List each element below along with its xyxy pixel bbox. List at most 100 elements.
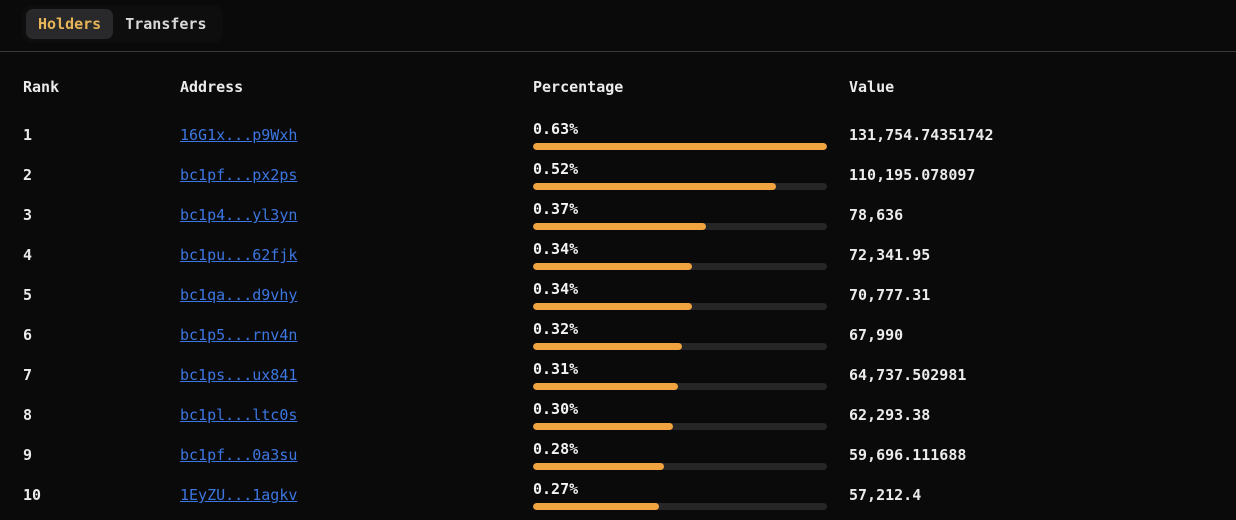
tab-bar: Holders Transfers <box>22 5 223 43</box>
holders-table: Rank Address Percentage Value 1 16G1x...… <box>0 78 1236 515</box>
percentage-label: 0.28% <box>533 440 579 458</box>
percentage-bar-fill <box>533 263 692 270</box>
percentage-bar <box>533 383 827 390</box>
table-row: 9 bc1pf...0a3su 0.28% 59,696.111688 <box>23 435 1236 475</box>
percentage-cell: 0.63% <box>533 115 849 155</box>
value-cell: 78,636 <box>849 206 904 224</box>
rank-cell: 9 <box>23 446 33 464</box>
address-link[interactable]: bc1pf...0a3su <box>180 446 298 464</box>
percentage-cell: 0.30% <box>533 395 849 435</box>
address-cell: bc1pl...ltc0s <box>180 406 533 424</box>
table-row: 8 bc1pl...ltc0s 0.30% 62,293.38 <box>23 395 1236 435</box>
percentage-cell: 0.34% <box>533 275 849 315</box>
table-row: 6 bc1p5...rnv4n 0.32% 67,990 <box>23 315 1236 355</box>
percentage-label: 0.37% <box>533 200 579 218</box>
value-cell: 67,990 <box>849 326 904 344</box>
table-rows: 1 16G1x...p9Wxh 0.63% 131,754.74351742 2… <box>23 115 1236 515</box>
tab-holders[interactable]: Holders <box>26 9 114 39</box>
column-header-rank: Rank <box>23 78 60 96</box>
percentage-bar <box>533 143 827 150</box>
address-link[interactable]: bc1qa...d9vhy <box>180 286 298 304</box>
address-cell: bc1pu...62fjk <box>180 246 533 264</box>
value-cell: 64,737.502981 <box>849 366 967 384</box>
value-cell: 59,696.111688 <box>849 446 967 464</box>
address-link[interactable]: bc1pu...62fjk <box>180 246 298 264</box>
address-cell: bc1pf...px2ps <box>180 166 533 184</box>
percentage-bar-fill <box>533 143 827 150</box>
address-link[interactable]: bc1pf...px2ps <box>180 166 298 184</box>
percentage-cell: 0.32% <box>533 315 849 355</box>
address-cell: 16G1x...p9Wxh <box>180 126 533 144</box>
percentage-cell: 0.28% <box>533 435 849 475</box>
column-header-value: Value <box>849 78 895 96</box>
percentage-cell: 0.27% <box>533 475 849 515</box>
table-row: 7 bc1ps...ux841 0.31% 64,737.502981 <box>23 355 1236 395</box>
table-row: 10 1EyZU...1agkv 0.27% 57,212.4 <box>23 475 1236 515</box>
rank-cell: 7 <box>23 366 33 384</box>
table-header-row: Rank Address Percentage Value <box>23 78 1236 96</box>
address-link[interactable]: bc1p4...yl3yn <box>180 206 298 224</box>
rank-cell: 10 <box>23 486 42 504</box>
percentage-bar-fill <box>533 503 659 510</box>
address-cell: bc1pf...0a3su <box>180 446 533 464</box>
percentage-bar-fill <box>533 303 692 310</box>
percentage-label: 0.31% <box>533 360 579 378</box>
rank-cell: 1 <box>23 126 33 144</box>
percentage-bar-fill <box>533 463 664 470</box>
rank-cell: 6 <box>23 326 33 344</box>
percentage-bar-fill <box>533 423 673 430</box>
percentage-bar <box>533 423 827 430</box>
address-cell: bc1qa...d9vhy <box>180 286 533 304</box>
percentage-label: 0.32% <box>533 320 579 338</box>
percentage-bar <box>533 503 827 510</box>
value-cell: 72,341.95 <box>849 246 931 264</box>
rank-cell: 8 <box>23 406 33 424</box>
percentage-bar-fill <box>533 383 678 390</box>
rank-cell: 2 <box>23 166 33 184</box>
address-cell: bc1p5...rnv4n <box>180 326 533 344</box>
percentage-bar <box>533 183 827 190</box>
rank-cell: 3 <box>23 206 33 224</box>
percentage-cell: 0.31% <box>533 355 849 395</box>
percentage-label: 0.52% <box>533 160 579 178</box>
value-cell: 131,754.74351742 <box>849 126 994 144</box>
percentage-label: 0.34% <box>533 280 579 298</box>
percentage-bar <box>533 223 827 230</box>
address-link[interactable]: 1EyZU...1agkv <box>180 486 298 504</box>
percentage-cell: 0.37% <box>533 195 849 235</box>
address-link[interactable]: bc1ps...ux841 <box>180 366 298 384</box>
address-link[interactable]: 16G1x...p9Wxh <box>180 126 298 144</box>
column-header-percentage: Percentage <box>533 78 624 96</box>
percentage-bar <box>533 343 827 350</box>
percentage-bar <box>533 463 827 470</box>
tab-transfers[interactable]: Transfers <box>125 15 207 33</box>
address-link[interactable]: bc1p5...rnv4n <box>180 326 298 344</box>
table-row: 2 bc1pf...px2ps 0.52% 110,195.078097 <box>23 155 1236 195</box>
address-cell: 1EyZU...1agkv <box>180 486 533 504</box>
address-cell: bc1p4...yl3yn <box>180 206 533 224</box>
percentage-label: 0.34% <box>533 240 579 258</box>
percentage-bar <box>533 263 827 270</box>
percentage-bar-fill <box>533 223 706 230</box>
percentage-label: 0.27% <box>533 480 579 498</box>
table-row: 1 16G1x...p9Wxh 0.63% 131,754.74351742 <box>23 115 1236 155</box>
table-row: 3 bc1p4...yl3yn 0.37% 78,636 <box>23 195 1236 235</box>
percentage-label: 0.30% <box>533 400 579 418</box>
rank-cell: 5 <box>23 286 33 304</box>
column-header-address: Address <box>180 78 244 96</box>
percentage-cell: 0.52% <box>533 155 849 195</box>
divider <box>0 51 1236 52</box>
percentage-bar <box>533 303 827 310</box>
table-row: 5 bc1qa...d9vhy 0.34% 70,777.31 <box>23 275 1236 315</box>
address-link[interactable]: bc1pl...ltc0s <box>180 406 298 424</box>
percentage-bar-fill <box>533 183 776 190</box>
percentage-label: 0.63% <box>533 120 579 138</box>
value-cell: 57,212.4 <box>849 486 922 504</box>
percentage-bar-fill <box>533 343 683 350</box>
rank-cell: 4 <box>23 246 33 264</box>
percentage-cell: 0.34% <box>533 235 849 275</box>
value-cell: 110,195.078097 <box>849 166 976 184</box>
table-row: 4 bc1pu...62fjk 0.34% 72,341.95 <box>23 235 1236 275</box>
value-cell: 62,293.38 <box>849 406 931 424</box>
address-cell: bc1ps...ux841 <box>180 366 533 384</box>
